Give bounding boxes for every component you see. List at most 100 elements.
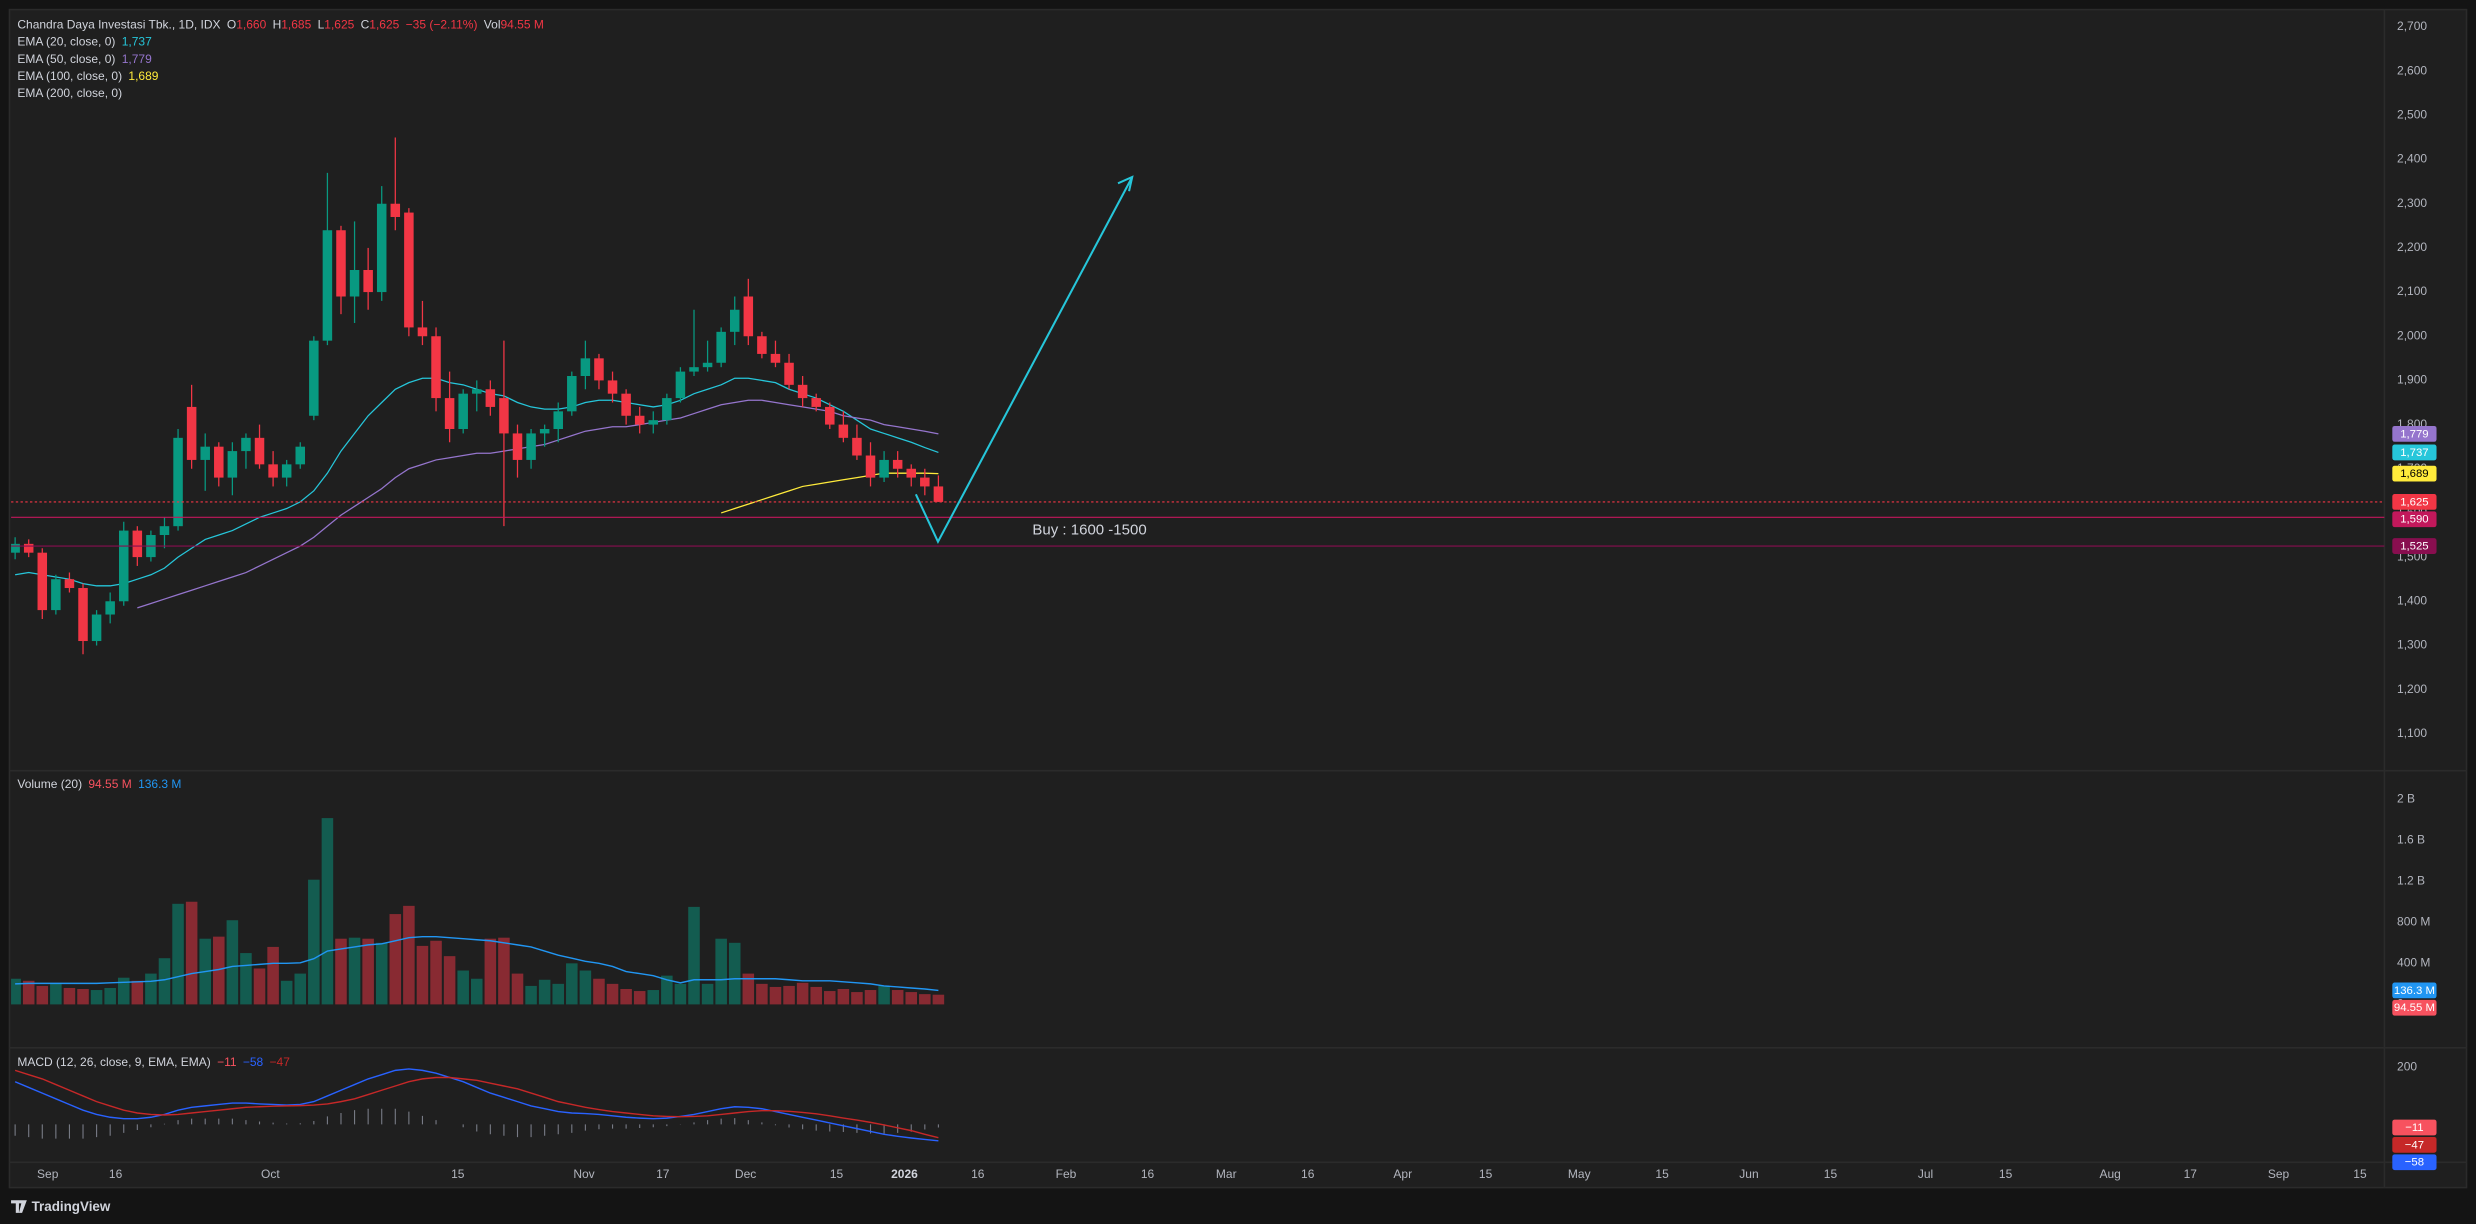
volume-bar (593, 978, 605, 1005)
volume-bar (647, 990, 660, 1005)
x-tick-label: Jun (1739, 1167, 1758, 1181)
candle-body (770, 353, 781, 363)
chart-area (8, 8, 2468, 1189)
y-tick-label: 1,400 (2397, 593, 2427, 607)
macd-legend: MACD (12, 26, close, 9, EMA, EMA) −11 −58−… (17, 1055, 290, 1069)
candle-body (431, 336, 441, 399)
legend-text: C (361, 18, 370, 32)
volume-bar (769, 986, 782, 1005)
volume-bar (117, 977, 130, 1005)
candle-body (689, 367, 699, 372)
axis-badge (2392, 1154, 2437, 1171)
legend-text: 94.55 M (500, 18, 543, 32)
volume-bar (36, 985, 49, 1005)
x-tick-label: 15 (830, 1167, 844, 1181)
volume-bar (783, 985, 795, 1005)
drawing-arrow (914, 176, 1134, 545)
candle-body (906, 468, 916, 478)
candle-body (309, 340, 319, 416)
indicator-legend: EMA (50, close, 0) 1,779 (17, 52, 152, 66)
y-tick-label: 2,400 (2397, 152, 2427, 166)
volume-bar (348, 937, 361, 1005)
y-tick-label: 1,900 (2397, 373, 2427, 387)
volume-bar (321, 818, 334, 1005)
legend-text: Chandra Daya Investasi Tbk., 1D, IDX (17, 18, 220, 32)
candle-body (132, 530, 143, 558)
volume-bar (728, 942, 741, 1005)
volume-bar (633, 991, 646, 1005)
candle-body (91, 614, 102, 642)
volume-bar (430, 940, 442, 1005)
candle-body (336, 230, 346, 297)
legend-text: −35 (−2.11%) (406, 18, 478, 32)
y-tick-label: 1,300 (2397, 638, 2427, 652)
candle-body (729, 309, 740, 332)
axis-badge (2392, 444, 2437, 461)
x-tick-label: Sep (2268, 1167, 2290, 1181)
volume-bar (810, 986, 822, 1005)
volume-ma-line (15, 935, 939, 992)
candle-body (675, 371, 686, 399)
candle-body (417, 327, 428, 337)
candle-body (118, 530, 129, 602)
x-tick-label: 15 (1655, 1167, 1669, 1181)
volume-bar (362, 938, 374, 1005)
y-tick-label: 1,200 (2397, 682, 2427, 696)
y-tick-label: 1,100 (2397, 726, 2427, 740)
legends: EMA (20, close, 0) 1,737 EMA (50, close, 0… (17, 35, 290, 1069)
axis-badge (2392, 538, 2437, 554)
legend-text: 94.55 M (88, 777, 131, 791)
indicator-legend: EMA (100, close, 0) 1,689 (17, 69, 158, 83)
candle-body (702, 362, 713, 368)
candle-body (743, 296, 754, 337)
candle-body (159, 526, 170, 536)
annotation: Buy : 1600 -1500 (1032, 522, 1146, 539)
legend-text: 1,737 (122, 35, 152, 49)
candle-body (499, 398, 509, 434)
candle-body (363, 269, 373, 293)
candle-body (539, 429, 550, 434)
legend-text: −47 (270, 1055, 291, 1069)
candle-body (349, 269, 360, 297)
ema-line (720, 472, 939, 514)
volume-bar (185, 901, 198, 1005)
axes: 1,1001,2001,3001,4001,5001,6001,7001,800… (37, 19, 2437, 1181)
axis-badge-label: 94.55 M (2394, 1002, 2435, 1014)
candle-body (64, 579, 75, 589)
axis-badge-label: −11 (2405, 1122, 2423, 1134)
legend-text: Vol (484, 18, 501, 32)
indicator-legend: EMA (200, close, 0) (17, 86, 122, 100)
candle-body (784, 362, 794, 385)
candle-body (214, 446, 224, 478)
candle-body (892, 459, 903, 469)
volume-bar (796, 982, 809, 1005)
x-tick-label: 15 (2353, 1167, 2367, 1181)
candle-body (105, 601, 115, 615)
legend-text: EMA (50, close, 0) (17, 52, 115, 66)
volume-bar (824, 991, 836, 1005)
volume-bar (837, 989, 850, 1005)
logo (11, 1200, 27, 1213)
axis-badge (2392, 982, 2437, 999)
candle-body (607, 380, 618, 394)
volume-bar (891, 990, 904, 1005)
volume-bar (172, 903, 184, 1005)
candle-body (390, 203, 401, 217)
y-tick-label: 1.6 B (2397, 832, 2425, 846)
candle-body (472, 389, 482, 394)
volume-bar (308, 879, 320, 1005)
volume-bar (620, 989, 632, 1005)
x-tick-label: 16 (1141, 1167, 1155, 1181)
volume-bar (742, 973, 755, 1005)
legend-text: 1,685 (281, 18, 311, 32)
legend-text: L (318, 18, 325, 32)
volume-bar (701, 983, 714, 1005)
volume-bar (566, 963, 578, 1005)
volume-bar (104, 987, 116, 1005)
price-pane (11, 137, 2385, 655)
volume-bar (525, 985, 537, 1005)
candle-body (254, 437, 265, 465)
legend-text: 136.3 M (138, 777, 181, 791)
volume-pane (11, 818, 945, 1005)
